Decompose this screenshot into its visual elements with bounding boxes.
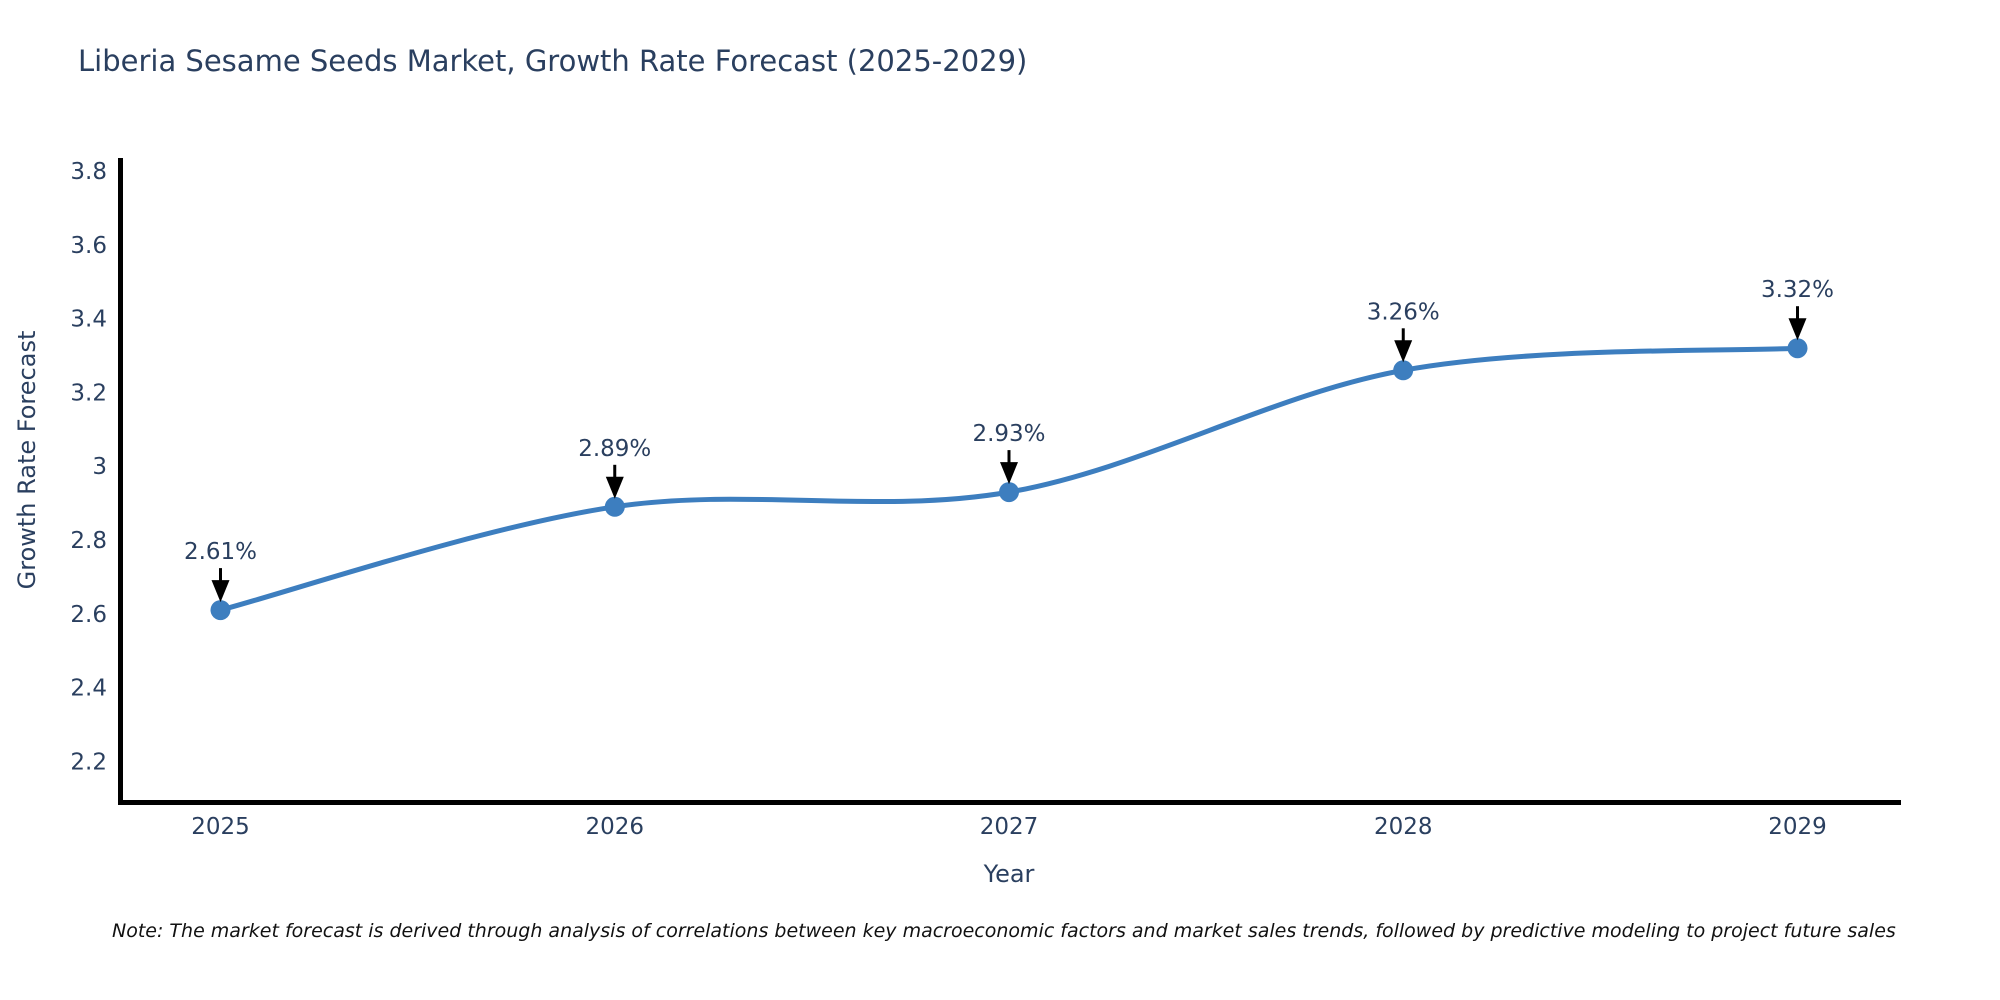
y-axis-title: Growth Rate Forecast: [13, 330, 41, 590]
y-tick-label: 3.4: [70, 307, 107, 333]
y-tick-label: 3.8: [70, 159, 107, 185]
x-tick-label: 2029: [1768, 814, 1827, 840]
annotation-label: 3.32%: [1761, 277, 1834, 303]
data-point-2029[interactable]: [1787, 338, 1808, 359]
x-tick-label: 2028: [1374, 814, 1433, 840]
annotation-label: 2.61%: [184, 539, 257, 565]
annotation-arrowhead: [1788, 318, 1807, 341]
y-tick-label: 2.2: [70, 749, 107, 775]
data-point-2026[interactable]: [604, 496, 625, 517]
y-tick-label: 2.4: [70, 676, 107, 702]
annotation-label: 2.93%: [972, 421, 1045, 447]
footnote: Note: The market forecast is derived thr…: [112, 920, 1896, 942]
x-tick-label: 2026: [585, 814, 644, 840]
annotation-label: 2.89%: [578, 436, 651, 462]
annotation-arrowhead: [1000, 462, 1018, 485]
annotation-arrowhead: [211, 580, 230, 603]
annotation-label: 3.26%: [1367, 299, 1440, 325]
y-tick-label: 3.6: [70, 233, 107, 259]
annotation-arrowhead: [1394, 340, 1413, 363]
chart-title: Liberia Sesame Seeds Market, Growth Rate…: [78, 44, 1028, 78]
data-point-2027[interactable]: [999, 482, 1019, 503]
data-point-2028[interactable]: [1393, 360, 1414, 381]
y-tick-label: 3: [92, 454, 107, 480]
y-tick-label: 2.6: [70, 602, 107, 628]
y-tick-label: 3.2: [70, 380, 107, 406]
x-tick-label: 2027: [980, 814, 1039, 840]
annotation-arrowhead: [605, 476, 624, 499]
data-point-2025[interactable]: [210, 600, 231, 621]
x-tick-label: 2025: [191, 814, 250, 840]
x-axis-title: Year: [983, 860, 1035, 888]
y-tick-label: 2.8: [70, 528, 107, 554]
